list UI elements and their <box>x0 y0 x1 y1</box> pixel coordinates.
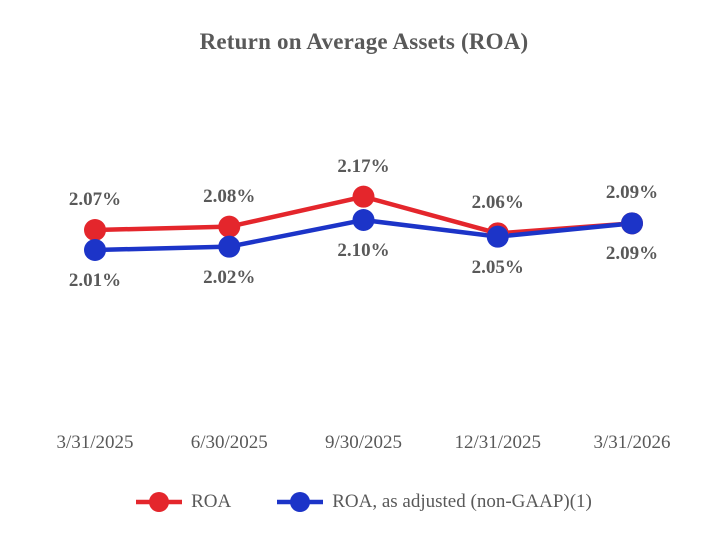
chart-title: Return on Average Assets (ROA) <box>199 29 529 54</box>
data-label: 2.01% <box>68 270 122 291</box>
legend-marker-icon <box>277 492 324 512</box>
data-point-marker <box>621 212 643 235</box>
data-label: 2.09% <box>605 182 659 204</box>
data-point-marker <box>352 185 375 208</box>
data-point-marker <box>218 235 241 258</box>
legend: ROA ROA, as adjusted (non-GAAP)(1) <box>0 490 728 514</box>
legend-marker-icon <box>136 492 183 512</box>
legend-item-roa: ROA <box>136 490 231 514</box>
x-axis-label: 6/30/2025 <box>190 432 268 453</box>
data-label: 2.17% <box>337 155 390 177</box>
data-label: 2.05% <box>471 256 524 278</box>
legend-label-roa-adjusted: ROA, as adjusted (non-GAAP)(1) <box>332 491 592 512</box>
x-axis-label: 3/31/2026 <box>593 432 671 453</box>
x-axis-label: 3/31/2025 <box>56 432 134 453</box>
x-axis-label: 12/31/2025 <box>454 432 542 453</box>
data-label: 2.09% <box>605 243 659 265</box>
data-label: 2.06% <box>471 192 524 214</box>
data-point-marker <box>84 239 106 261</box>
legend-label-roa: ROA <box>191 491 232 512</box>
data-point-marker <box>218 215 241 238</box>
data-label: 2.07% <box>68 189 122 210</box>
legend-item-roa-adjusted: ROA, as adjusted (non-GAAP)(1) <box>277 490 592 514</box>
data-point-marker <box>84 219 106 242</box>
data-label: 2.10% <box>337 240 390 261</box>
data-label: 2.08% <box>203 185 256 207</box>
data-label: 2.02% <box>203 266 256 288</box>
x-axis-label: 9/30/2025 <box>324 432 403 453</box>
data-point-marker <box>352 209 375 232</box>
data-point-marker <box>486 225 509 248</box>
